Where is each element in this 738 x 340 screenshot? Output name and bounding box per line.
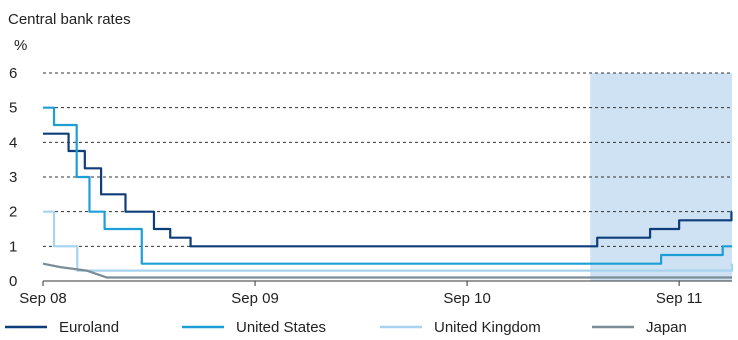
series-line-united-kingdom bbox=[43, 210, 734, 272]
series-line-euroland bbox=[43, 132, 733, 248]
y-tick-label: 3 bbox=[9, 169, 17, 186]
y-tick-label: 4 bbox=[9, 134, 17, 151]
legend-label: United States bbox=[236, 319, 326, 336]
y-tick-label: 0 bbox=[9, 273, 17, 290]
x-tick-labels: Sep 08 Sep 09 Sep 10 Sep 11 bbox=[19, 281, 702, 307]
x-tick-label: Sep 08 bbox=[19, 290, 67, 307]
x-tick-label: Sep 09 bbox=[231, 290, 279, 307]
legend-label: Japan bbox=[646, 319, 687, 336]
legend-label: United Kingdom bbox=[434, 319, 541, 336]
series-lines bbox=[42, 106, 734, 279]
y-axis-unit-label: % bbox=[14, 37, 27, 54]
legend-label: Euroland bbox=[59, 319, 119, 336]
y-tick-label: 5 bbox=[9, 100, 17, 117]
y-tick-label: 6 bbox=[9, 65, 17, 82]
series-line-united-states bbox=[43, 106, 732, 265]
y-tick-label: 1 bbox=[9, 238, 17, 255]
chart-title: Central bank rates bbox=[8, 11, 131, 28]
x-tick-label: Sep 10 bbox=[443, 290, 491, 307]
series-line-japan bbox=[42, 262, 732, 279]
y-tick-labels: 0 1 2 3 4 5 6 bbox=[9, 65, 17, 290]
y-tick-label: 2 bbox=[9, 204, 17, 221]
x-tick-label: Sep 11 bbox=[656, 290, 702, 307]
legend: Euroland United States United Kingdom Japan bbox=[5, 319, 687, 336]
